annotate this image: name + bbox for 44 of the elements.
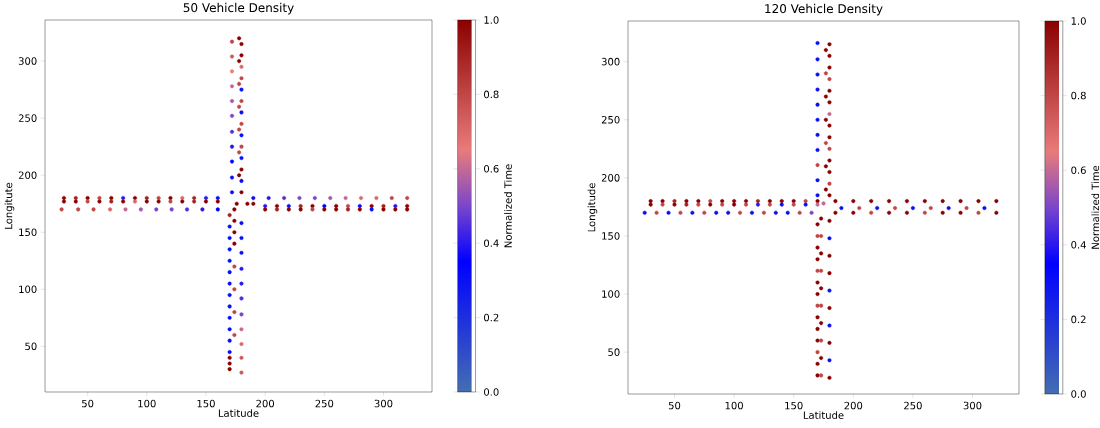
x-tick-label: 150 [197, 399, 215, 408]
y-tick-label: 250 [601, 115, 620, 124]
x-tick-label: 250 [904, 401, 922, 410]
color-bar-label: 0.0 [484, 388, 499, 396]
color-bar-label: 1.0 [484, 16, 499, 24]
color-bar-label: 0.0 [1071, 390, 1086, 398]
x-axis-title: Latitude [218, 409, 259, 417]
x-tick-label: 200 [256, 399, 275, 408]
y-tick-label: 250 [18, 114, 37, 122]
color-bar-label: 0.2 [1071, 315, 1086, 324]
color-bar-title: Normalized Time [1091, 165, 1100, 249]
x-tick-label: 200 [844, 401, 863, 410]
color-bar-label: 0.8 [484, 90, 499, 99]
x-tick-label: 50 [668, 401, 681, 410]
color-bar-title: Normalized Time [504, 164, 512, 248]
y-tick-label: 300 [18, 57, 37, 65]
y-axis-title: Longitute [4, 182, 15, 229]
y-tick-label: 150 [602, 232, 620, 240]
y-tick-label: 50 [25, 342, 37, 351]
x-tick-label: 50 [82, 399, 94, 408]
color-bar-label: 0.4 [484, 239, 499, 247]
y-tick-label: 100 [602, 290, 620, 298]
chart-title: 120 Vehicle Density [765, 3, 883, 16]
color-bar-label: 0.8 [1071, 91, 1086, 100]
x-tick-label: 250 [315, 399, 334, 408]
x-tick-label: 300 [963, 401, 982, 410]
y-tick-label: 50 [608, 348, 620, 356]
y-tick-label: 100 [19, 285, 37, 294]
x-axis-title: Latitude [803, 411, 844, 419]
color-bar-label: 0.4 [1071, 240, 1086, 249]
y-tick-label: 150 [19, 228, 37, 237]
color-bar-label: 0.2 [484, 313, 499, 322]
y-tick-label: 200 [18, 171, 37, 179]
chart-title: 50 Vehicle Density [183, 2, 294, 15]
x-tick-label: 100 [725, 401, 743, 410]
color-bar-label: 0.6 [1071, 166, 1086, 174]
x-tick-label: 300 [374, 399, 393, 408]
y-tick-label: 300 [601, 57, 620, 66]
x-tick-label: 150 [785, 401, 803, 410]
y-axis-title: Longitude [587, 183, 598, 232]
x-tick-label: 100 [138, 399, 156, 408]
color-bar-label: 1.0 [1071, 17, 1086, 25]
color-bar-label: 0.6 [484, 165, 499, 173]
y-tick-label: 200 [601, 174, 620, 182]
